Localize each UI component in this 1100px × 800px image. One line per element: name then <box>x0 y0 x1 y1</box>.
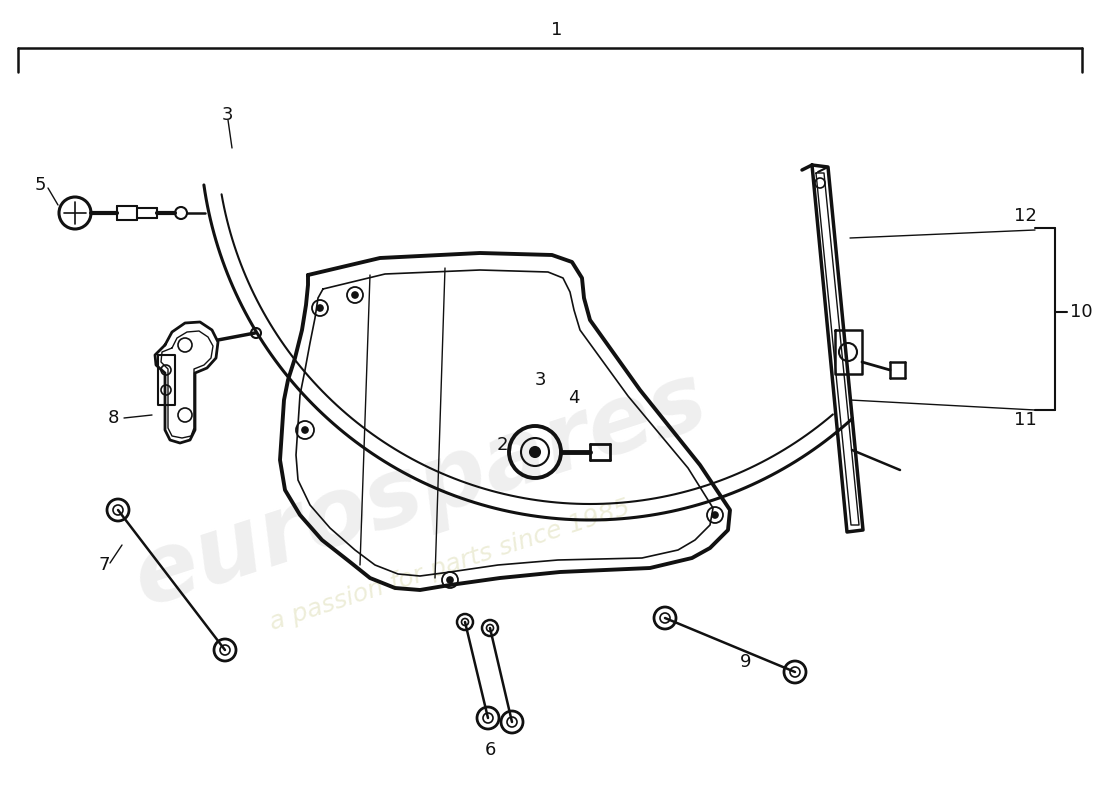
Text: 8: 8 <box>108 409 120 427</box>
Circle shape <box>302 427 308 433</box>
Text: 3: 3 <box>535 371 547 389</box>
Text: 3: 3 <box>222 106 233 124</box>
Text: 10: 10 <box>1070 303 1092 321</box>
Circle shape <box>530 447 540 457</box>
Text: a passion for parts since 1985: a passion for parts since 1985 <box>266 495 634 634</box>
Text: 9: 9 <box>740 653 751 671</box>
Circle shape <box>447 577 453 583</box>
Circle shape <box>352 292 358 298</box>
Text: 5: 5 <box>35 176 46 194</box>
Text: 12: 12 <box>1014 207 1037 225</box>
Text: eurospares: eurospares <box>122 354 718 626</box>
Text: 6: 6 <box>484 741 496 759</box>
Text: 4: 4 <box>568 389 580 407</box>
Text: 1: 1 <box>551 21 563 39</box>
Circle shape <box>317 305 323 311</box>
Text: 2: 2 <box>497 436 508 454</box>
Text: 7: 7 <box>98 556 110 574</box>
Circle shape <box>712 512 718 518</box>
Text: 11: 11 <box>1014 411 1037 429</box>
